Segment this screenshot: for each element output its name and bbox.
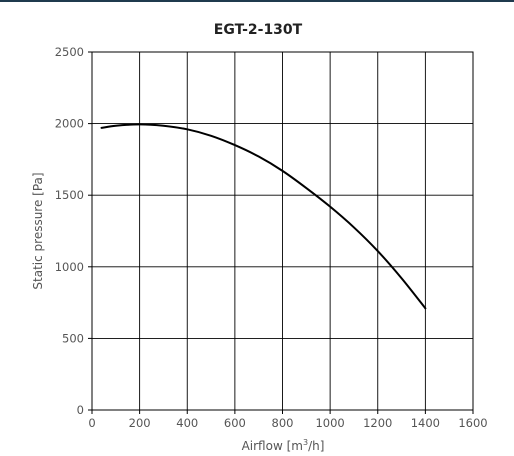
x-tick-label: 200 [129, 416, 151, 430]
x-tick-label: 1400 [411, 416, 440, 430]
y-tick-label: 2000 [55, 117, 84, 131]
y-axis-label: Static pressure [Pa] [31, 172, 45, 289]
x-tick-label: 1200 [363, 416, 392, 430]
vertical-gridlines [139, 52, 426, 410]
y-tick-label: 500 [62, 331, 84, 345]
y-tick-label: 1000 [55, 260, 84, 274]
x-tick-label: 600 [224, 416, 246, 430]
x-axis-label-prefix: Airflow [m [242, 439, 303, 453]
fan-curve-line-1 [100, 123, 427, 310]
y-tick-label: 0 [77, 403, 84, 417]
x-axis-label-superscript: 3 [303, 438, 308, 447]
x-axis-label-suffix: /h] [308, 439, 324, 453]
y-tick-label: 2500 [55, 45, 84, 59]
y-tick-label: 1500 [55, 188, 84, 202]
x-tick-label: 0 [88, 416, 95, 430]
x-tick-label: 1600 [458, 416, 487, 430]
x-tick-label: 800 [272, 416, 294, 430]
x-tick-label: 400 [176, 416, 198, 430]
x-tick-label: 1000 [315, 416, 344, 430]
series-group [100, 123, 427, 310]
x-axis-ticks: 0 200 400 600 800 1000 1200 1400 1600 [88, 410, 488, 430]
y-axis-ticks: 0 500 1000 1500 2000 2500 [55, 45, 92, 417]
chart-title: EGT-2-130T [214, 22, 303, 38]
top-border-rule [0, 0, 514, 2]
horizontal-gridlines [92, 123, 473, 339]
x-axis-label: Airflow [m3/h] [242, 438, 325, 453]
